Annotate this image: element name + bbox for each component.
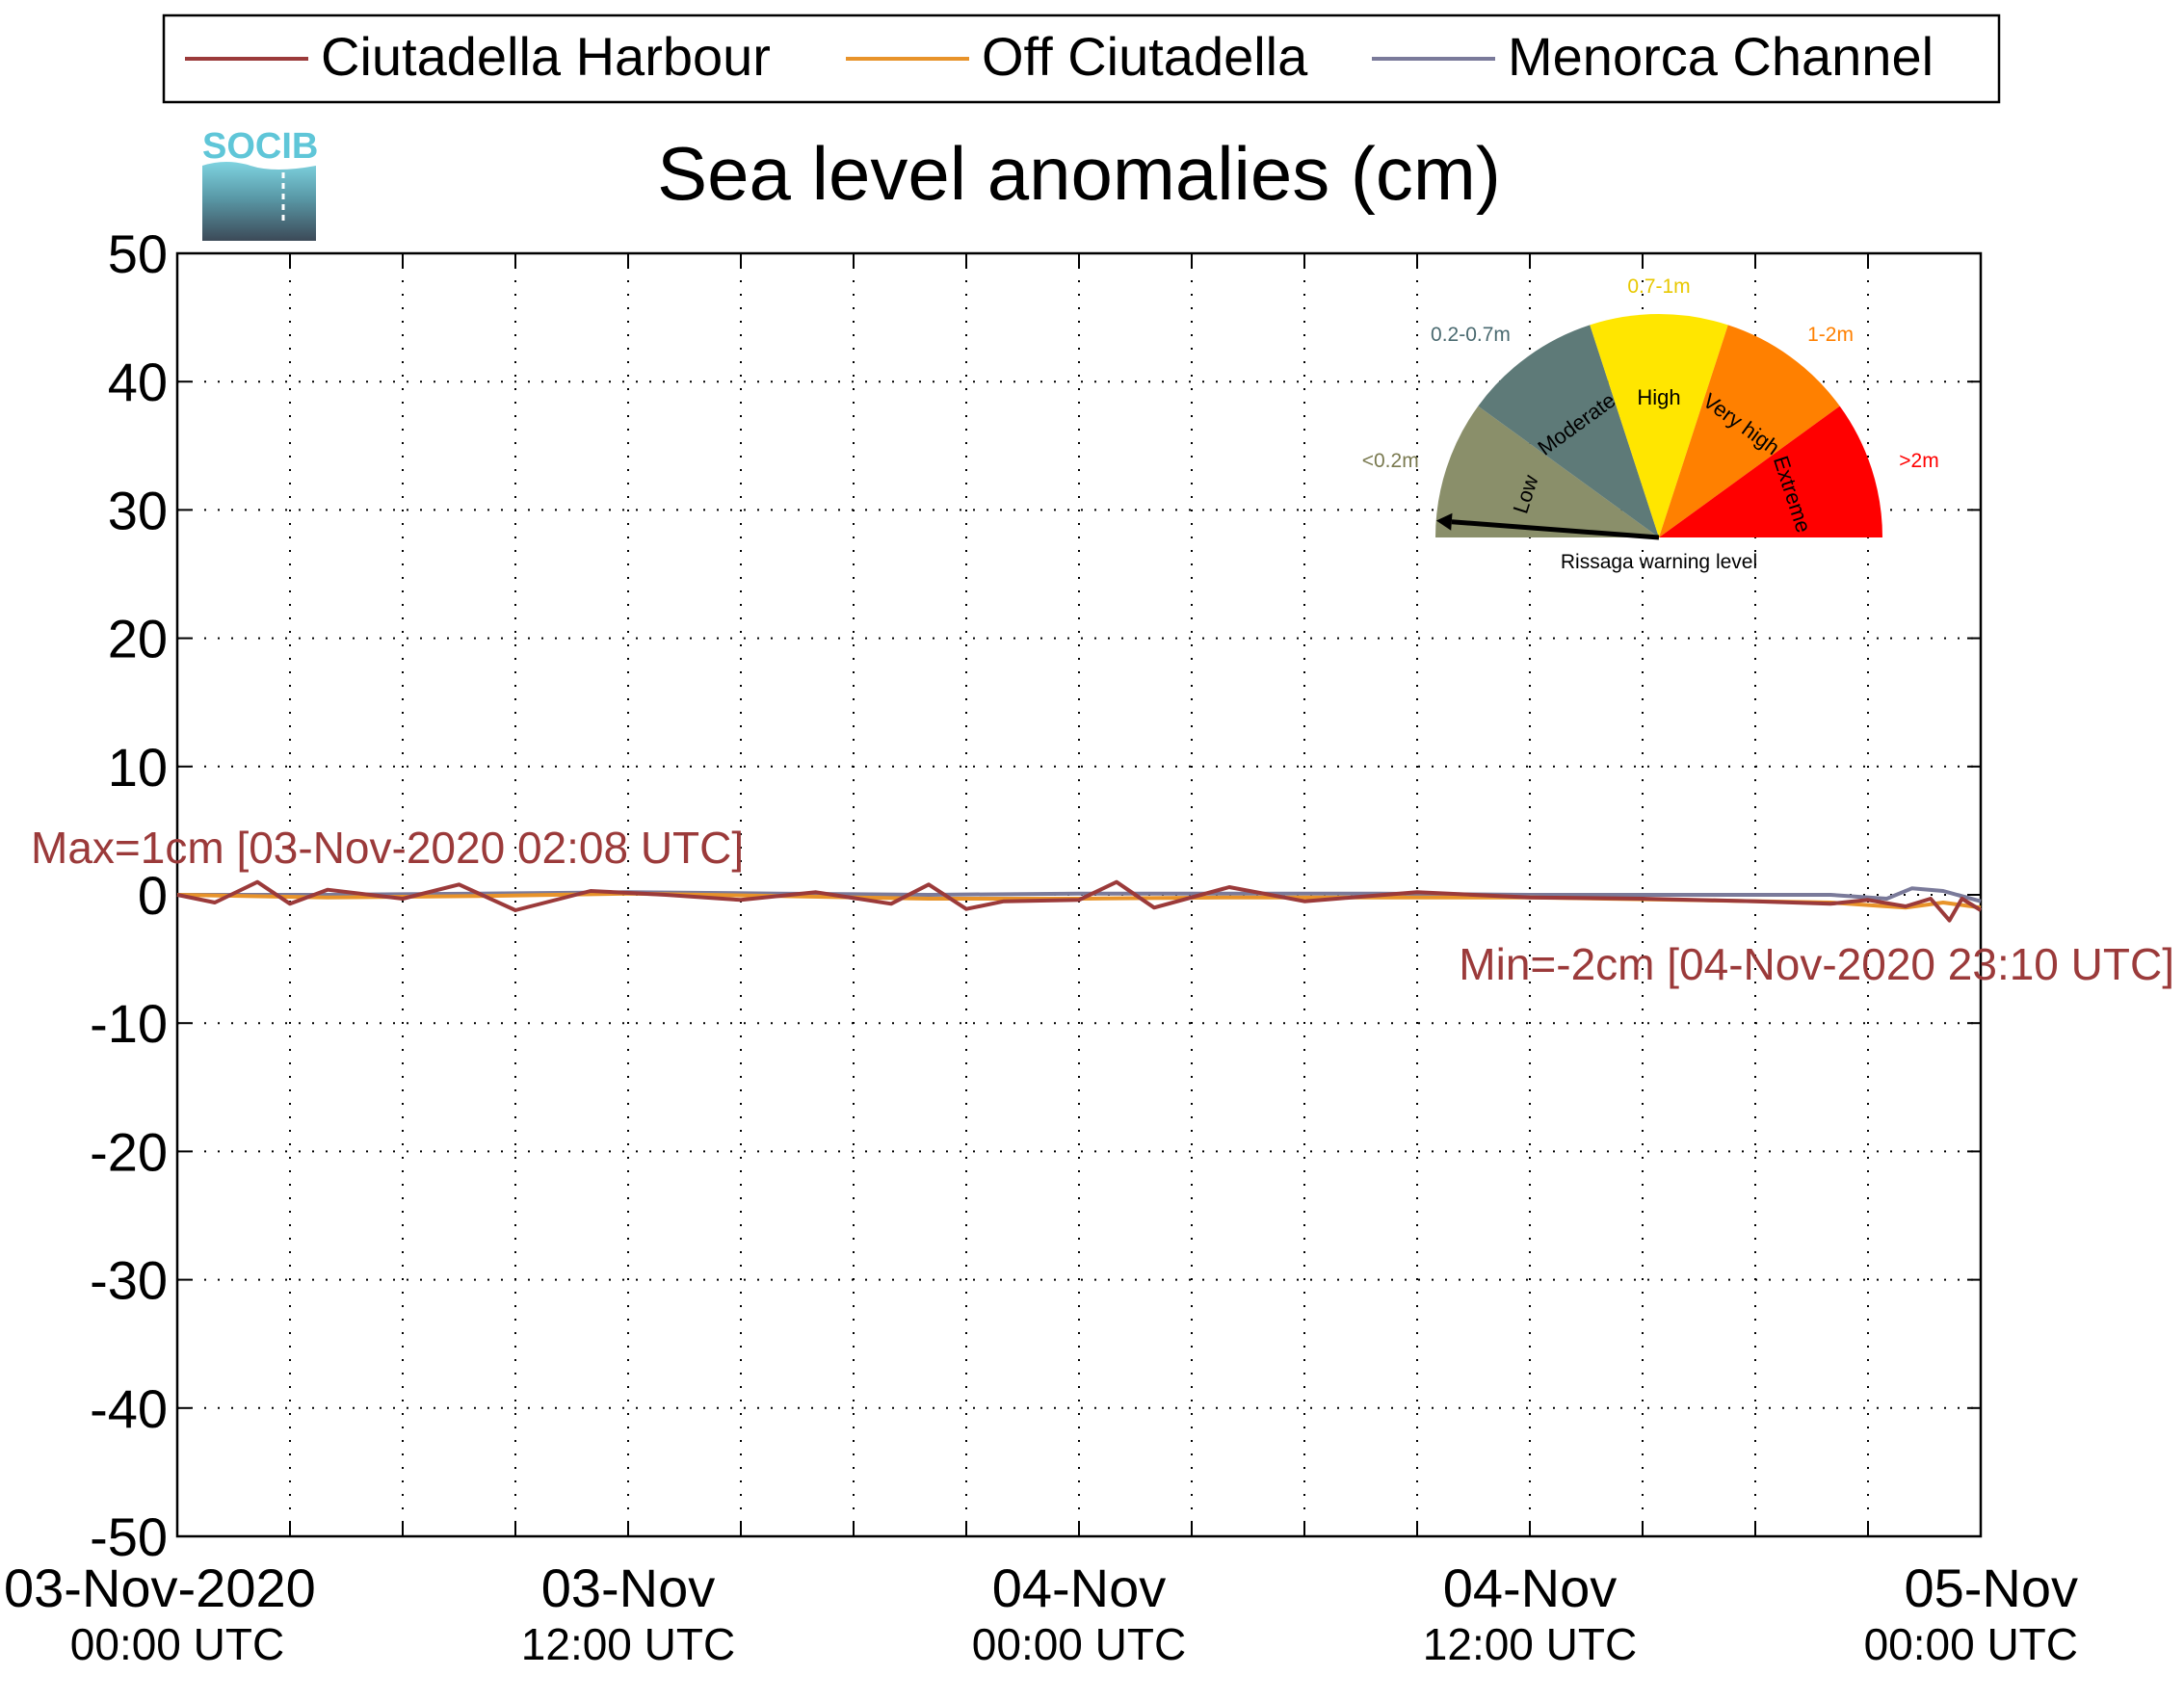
gauge-segment-extreme [1659,406,1882,537]
x-tick-label-date: 03-Nov [541,1558,716,1618]
gauge-segment-moderate [1478,325,1659,537]
y-tick-label: -40 [90,1378,168,1439]
x-tick-label-time: 00:00 UTC [972,1619,1186,1669]
x-tick-label-date: 05-Nov [1904,1558,2078,1618]
y-tick-label: -20 [90,1121,168,1182]
y-tick-label: 0 [138,865,168,926]
gauge-range-label: 0.2-0.7m [1431,324,1511,346]
gauge-range-label: 0.7-1m [1627,275,1690,298]
chart-title: Sea level anomalies (cm) [657,131,1501,216]
gauge-segment-low [1435,406,1659,537]
gauge-needle-arrowhead [1435,512,1453,531]
x-tick-label-time: 00:00 UTC [1864,1619,2078,1669]
x-tick-label-time: 12:00 UTC [1423,1619,1637,1669]
legend-label-menorca-channel: Menorca Channel [1508,26,1934,87]
rissaga-warning-gauge: Rissaga warning level Low<0.2mModerate0.… [1362,275,1939,573]
series-lines [176,879,1983,923]
y-tick-label: -50 [90,1506,168,1567]
y-tick-label: -30 [90,1250,168,1311]
x-tick-label-time: 00:00 UTC [70,1619,284,1669]
y-tick-label: 30 [108,480,168,540]
y-tick-label: 20 [108,609,168,669]
socib-logo-icon: SOCIB [202,126,318,241]
x-tick-label-time: 12:00 UTC [521,1619,735,1669]
gauge-caption: Rissaga warning level [1561,551,1757,573]
logo-text: SOCIB [202,126,318,167]
gauge-range-label: 1-2m [1807,324,1854,346]
y-tick-label: 40 [108,352,168,412]
y-tick-label: -10 [90,993,168,1054]
x-tick-label-date: 04-Nov [1443,1558,1618,1618]
y-axis: 50 40 30 20 10 0 -10 -20 -30 -40 -50 [90,223,1981,1567]
legend-label-off-ciutadella: Off Ciutadella [982,26,1308,87]
series-line-ciutadella-harbour [176,879,1983,923]
gauge-segment-very-high [1659,325,1840,537]
legend-label-ciutadella-harbour: Ciutadella Harbour [321,26,771,87]
series-line-off-ciutadella [176,891,1982,910]
gauge-segment-high [1590,314,1728,537]
min-annotation: Min=-2cm [04-Nov-2020 23:10 UTC] [1459,939,2174,989]
gauge-range-label: >2m [1899,450,1938,472]
y-tick-label: 50 [108,223,168,284]
gauge-needle [1451,519,1660,540]
gauge-segment-label: High [1637,385,1680,409]
y-tick-label: 10 [108,737,168,798]
legend: Ciutadella Harbour Off Ciutadella Menorc… [162,13,2001,104]
x-tick-label-date: 03-Nov-2020 [4,1558,316,1618]
max-annotation: Max=1cm [03-Nov-2020 02:08 UTC] [31,823,744,873]
x-tick-label-date: 04-Nov [992,1558,1167,1618]
gauge-range-label: <0.2m [1362,450,1419,472]
